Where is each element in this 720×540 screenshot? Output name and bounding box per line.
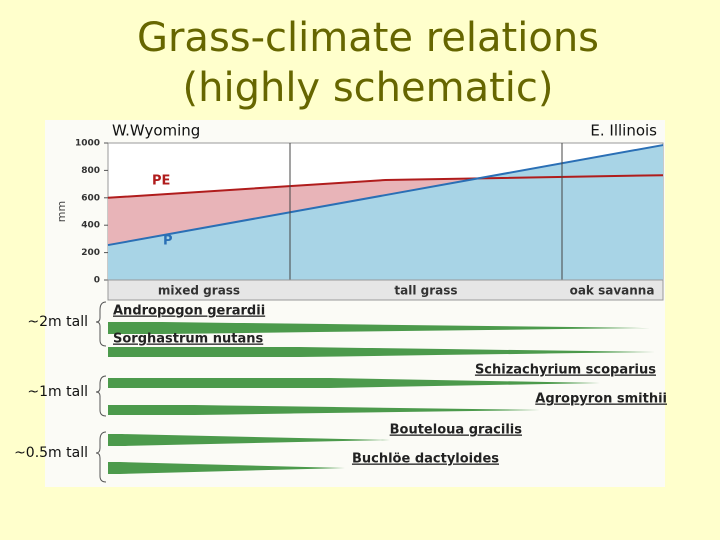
brace — [95, 301, 107, 347]
species-label: Agropyron smithii — [535, 392, 667, 407]
zone-label: mixed grass — [158, 284, 240, 298]
series-line — [107, 144, 664, 247]
y-tick-label: 1000 — [75, 139, 100, 149]
abundance-spindle — [108, 462, 345, 474]
brace — [95, 431, 107, 483]
species-diagram: ~2m tall ~1m tall ~0.5m tall Andropogon ger… — [14, 301, 667, 483]
species-label: Bouteloua gracilis — [390, 423, 523, 438]
p-area — [108, 145, 663, 280]
y-tick-label: 200 — [81, 248, 100, 258]
height-label: ~2m tall — [27, 314, 88, 330]
brace — [95, 375, 107, 417]
y-tick-label: 400 — [81, 221, 100, 231]
height-label: ~0.5m tall — [14, 445, 88, 461]
title-line: (highly schematic) — [183, 65, 554, 111]
zone-label: tall grass — [394, 284, 457, 298]
zone-label: oak savanna — [570, 284, 655, 298]
abundance-spindle — [108, 322, 650, 334]
title-line: Grass-climate relations — [137, 15, 599, 61]
x-category-label: W.Wyoming — [112, 122, 200, 140]
species-label: Buchlöe dactyloides — [352, 452, 499, 467]
abundance-spindle — [108, 405, 540, 415]
series-label: PE — [152, 174, 170, 189]
chart: PE P 0 200 400 600 800 1000 mm W.Wyoming E. Illino… — [55, 122, 664, 301]
y-tick-label: 800 — [81, 166, 100, 176]
species-label: Sorghastrum nutans — [113, 332, 263, 347]
height-label: ~1m tall — [27, 384, 88, 400]
abundance-spindle — [108, 347, 655, 357]
series-label: P — [163, 234, 173, 249]
species-label: Andropogon gerardii — [113, 304, 265, 319]
y-axis-label: mm — [55, 201, 68, 222]
x-category-label: E. Illinois — [590, 122, 657, 140]
abundance-spindle — [108, 378, 600, 388]
series-line — [107, 174, 664, 199]
abundance-spindle — [108, 434, 390, 446]
species-label: Schizachyrium scoparius — [475, 363, 656, 378]
y-tick-label: 0 — [94, 276, 100, 286]
y-tick-label: 600 — [81, 193, 100, 203]
zone-band — [107, 279, 664, 301]
